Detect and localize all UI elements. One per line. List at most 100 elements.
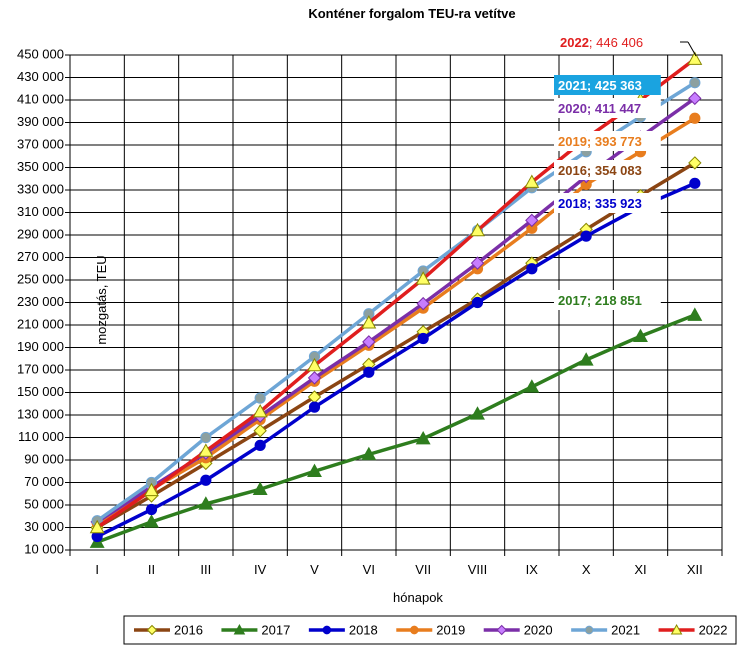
y-tick-label: 250 000 <box>17 271 64 286</box>
chart-title: Konténer forgalom TEU-ra vetítve <box>308 6 515 21</box>
data-point <box>252 481 268 496</box>
data-point <box>322 625 332 635</box>
data-point <box>524 174 540 188</box>
series-line <box>96 181 696 539</box>
y-tick-label: 90 000 <box>24 451 64 466</box>
x-tick-label: I <box>95 562 99 577</box>
data-point <box>254 392 266 404</box>
data-point <box>633 328 648 343</box>
data-point <box>233 624 246 635</box>
end-labels: 2016; 354 083 2017; 218 851 2018; 335 923 2… <box>554 32 697 310</box>
data-point <box>470 256 485 270</box>
data-point <box>415 430 431 445</box>
x-tick-label: IV <box>254 562 267 577</box>
data-point <box>144 482 159 497</box>
legend-label: 2019 <box>436 622 465 637</box>
data-point <box>361 446 377 461</box>
legend-item-2021: 2021 <box>571 622 640 637</box>
data-point <box>687 51 703 65</box>
data-point <box>470 222 485 237</box>
x-tick-label: VI <box>363 562 375 577</box>
y-tick-label: 450 000 <box>17 46 64 61</box>
data-point <box>417 332 429 345</box>
legend-item-2020: 2020 <box>483 622 553 637</box>
data-point <box>361 315 377 329</box>
y-tick-label: 150 000 <box>17 384 64 399</box>
end-label-bg <box>554 98 661 118</box>
end-label-2022: 2022; 446 406 <box>560 35 643 50</box>
data-point <box>308 401 321 413</box>
data-point <box>689 112 701 124</box>
data-point <box>307 357 322 372</box>
data-point <box>689 177 701 189</box>
y-tick-label: 70 000 <box>24 474 64 489</box>
y-tick-label: 230 000 <box>17 294 64 309</box>
data-point <box>526 263 538 275</box>
legend-item-2016: 2016 <box>134 622 203 637</box>
data-point <box>471 296 484 309</box>
end-label-bg <box>554 75 661 95</box>
y-tick-label: 290 000 <box>17 226 64 241</box>
end-label-bg <box>554 160 661 180</box>
data-point <box>200 431 212 444</box>
data-point <box>253 424 267 438</box>
series-line <box>96 161 696 530</box>
y-tick-label: 330 000 <box>17 181 64 196</box>
data-point <box>688 91 702 106</box>
axis-ticks: 10 000 30 000 50 000 70 000 90 000 110 000 130… <box>17 46 703 577</box>
y-tick-label: 350 000 <box>17 159 64 174</box>
data-point <box>254 439 266 451</box>
end-label-2016: 2016; 354 083 <box>558 163 642 178</box>
x-axis-title: hónapok <box>393 590 443 605</box>
data-point <box>362 335 376 349</box>
legend-label: 2018 <box>349 622 378 637</box>
legend-label: 2016 <box>174 622 203 637</box>
x-tick-label: II <box>148 562 155 577</box>
x-tick-label: IX <box>526 562 539 577</box>
legend-item-2019: 2019 <box>396 622 465 637</box>
y-tick-label: 430 000 <box>17 69 64 84</box>
y-tick-label: 210 000 <box>17 316 64 331</box>
end-label-bg <box>554 131 661 151</box>
legend-label: 2017 <box>261 622 290 637</box>
data-point <box>89 519 105 534</box>
y-tick-label: 270 000 <box>17 249 64 264</box>
y-tick-label: 370 000 <box>17 136 64 151</box>
series-2018 <box>91 177 701 543</box>
x-tick-label: V <box>310 562 319 577</box>
legend-item-2018: 2018 <box>308 622 378 637</box>
data-point <box>670 624 683 635</box>
data-point <box>584 625 594 635</box>
end-label-2018: 2018; 335 923 <box>558 196 642 211</box>
y-axis-title: mozgatás, TEU <box>94 255 109 344</box>
y-tick-label: 10 000 <box>24 541 64 556</box>
data-point <box>525 213 539 228</box>
data-point <box>409 625 419 635</box>
end-label-bg <box>554 193 661 213</box>
data-point <box>416 296 430 311</box>
data-point <box>470 406 485 420</box>
legend-label: 2021 <box>611 622 640 637</box>
legend: 2016 2017 2018 2019 2020 2021 2022 <box>123 615 737 645</box>
y-tick-label: 30 000 <box>24 519 64 534</box>
series-2017 <box>89 307 703 548</box>
y-tick-label: 130 000 <box>17 406 64 421</box>
data-point <box>145 503 158 516</box>
data-point <box>415 271 431 285</box>
data-point <box>687 307 703 321</box>
end-label-2017: 2017; 218 851 <box>558 293 642 308</box>
data-point <box>146 624 158 636</box>
data-point <box>200 474 212 486</box>
legend-item-2022: 2022 <box>658 622 727 637</box>
y-tick-label: 390 000 <box>17 114 64 129</box>
data-point <box>689 77 701 89</box>
y-tick-label: 50 000 <box>24 496 64 511</box>
data-point <box>144 514 159 528</box>
x-tick-label: XI <box>634 562 646 577</box>
data-point <box>307 463 322 478</box>
x-tick-label: VIII <box>468 562 488 577</box>
data-point <box>363 366 375 378</box>
data-point <box>580 230 592 242</box>
x-tick-label: X <box>582 562 591 577</box>
